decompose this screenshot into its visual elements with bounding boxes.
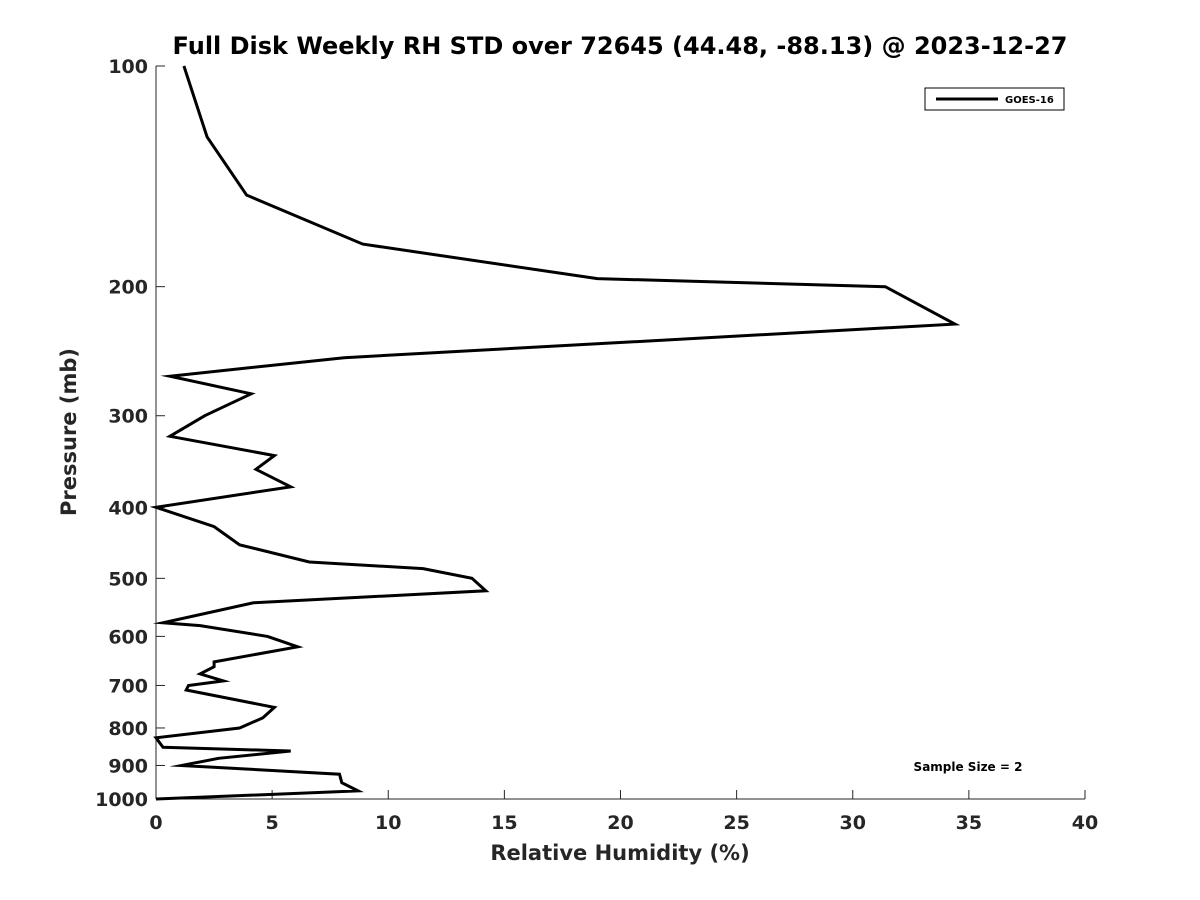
legend-label-goes-16: GOES-16 <box>1005 95 1054 106</box>
y-axis-label: Pressure (mb) <box>57 348 81 516</box>
chart-title: Full Disk Weekly RH STD over 72645 (44.4… <box>173 32 1068 60</box>
y-tick-label: 600 <box>108 626 148 648</box>
x-tick-label: 5 <box>266 812 279 834</box>
series-line-goes-16 <box>149 65 961 801</box>
x-tick-label: 15 <box>491 812 517 834</box>
y-tick-label: 1000 <box>95 789 148 811</box>
y-tick-label: 800 <box>108 718 148 740</box>
plot-area: 0 5 10 15 20 25 30 35 40 100 200 300 400 500 600 700 800… <box>95 56 1098 834</box>
y-tick-label: 900 <box>108 755 148 777</box>
legend: GOES-16 <box>924 87 1065 111</box>
x-tick-label: 20 <box>607 812 633 834</box>
x-tick-label: 10 <box>375 812 401 834</box>
x-tick-label: 30 <box>840 812 866 834</box>
y-tick-label: 700 <box>108 675 148 697</box>
y-tick-label: 300 <box>108 406 148 428</box>
y-tick-label: 100 <box>108 56 148 78</box>
x-tick-label: 35 <box>956 812 982 834</box>
sample-size-annotation: Sample Size = 2 <box>914 760 1023 774</box>
y-tick-label: 200 <box>108 277 148 299</box>
x-tick-label: 40 <box>1072 812 1098 834</box>
x-tick-label: 25 <box>723 812 749 834</box>
y-tick-label: 500 <box>108 568 148 590</box>
y-tick-label: 400 <box>108 497 148 519</box>
x-axis-label: Relative Humidity (%) <box>490 841 749 865</box>
x-tick-label: 0 <box>149 812 162 834</box>
